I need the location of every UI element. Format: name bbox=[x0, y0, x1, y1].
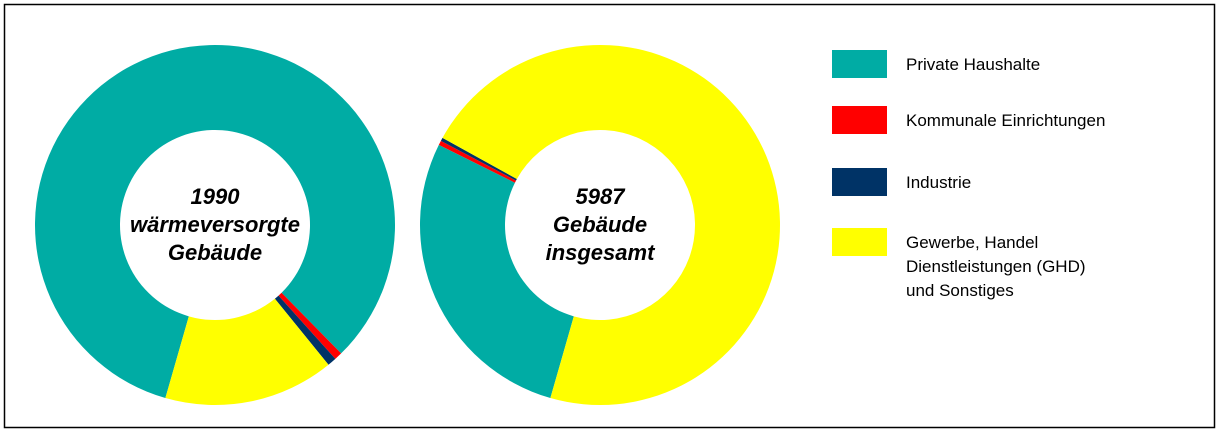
legend-label: Kommunale Einrichtungen bbox=[906, 111, 1105, 130]
center-label: 5987 bbox=[576, 184, 627, 209]
legend-swatch bbox=[832, 228, 887, 256]
legend-label: Private Haushalte bbox=[906, 55, 1040, 74]
center-label: Gebäude bbox=[553, 212, 647, 237]
donut-slice bbox=[442, 45, 780, 406]
center-label: Gebäude bbox=[168, 240, 262, 265]
legend-swatch bbox=[832, 50, 887, 78]
donut-slice bbox=[278, 292, 342, 359]
legend-label: Dienstleistungen (GHD) bbox=[906, 257, 1086, 276]
donut-slice bbox=[34, 44, 395, 399]
donut-slice bbox=[419, 144, 574, 399]
legend-swatch bbox=[832, 106, 887, 134]
donut-slice bbox=[440, 137, 517, 181]
legend-swatch bbox=[832, 168, 887, 196]
legend-label: Industrie bbox=[906, 173, 971, 192]
donut-slice bbox=[438, 140, 517, 183]
donut-slice bbox=[274, 295, 336, 365]
center-label: 1990 bbox=[191, 184, 241, 209]
legend-label: Gewerbe, Handel bbox=[906, 233, 1038, 252]
center-label: insgesamt bbox=[546, 240, 656, 265]
donut-slice bbox=[165, 298, 329, 405]
center-label: wärmeversorgte bbox=[130, 212, 300, 237]
legend-label: und Sonstiges bbox=[906, 281, 1014, 300]
